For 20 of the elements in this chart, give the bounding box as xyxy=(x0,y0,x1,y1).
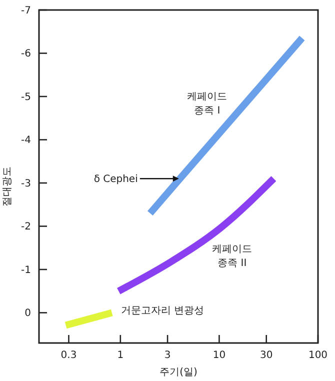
y-tick-label: -3 xyxy=(21,178,31,190)
annotation: δ Cephei xyxy=(94,174,138,186)
series-label: 케페이드 종족 II xyxy=(212,244,252,269)
y-axis-title: 절대광도 xyxy=(2,166,13,206)
x-tick-label: 100 xyxy=(308,350,328,361)
y-tick-label: -6 xyxy=(21,48,31,60)
y-tick-label: -5 xyxy=(21,92,31,103)
x-tick-label: 1 xyxy=(117,350,124,361)
x-tick-label: 10 xyxy=(212,350,226,361)
y-tick-label: -4 xyxy=(21,135,31,146)
x-tick-label: 0.3 xyxy=(60,350,77,361)
x-tick-label: 30 xyxy=(260,350,273,361)
x-axis-title: 주기(일) xyxy=(160,367,198,378)
x-tick-label: 3 xyxy=(164,350,171,361)
y-tick-label: -2 xyxy=(21,222,31,233)
y-tick-label: -1 xyxy=(21,264,31,276)
series-label: 거문고자리 변광성 xyxy=(120,306,204,317)
y-tick-label: 0 xyxy=(24,308,31,320)
series-label: 케페이드 종족 I xyxy=(187,92,228,117)
y-tick-label: -7 xyxy=(21,6,31,16)
